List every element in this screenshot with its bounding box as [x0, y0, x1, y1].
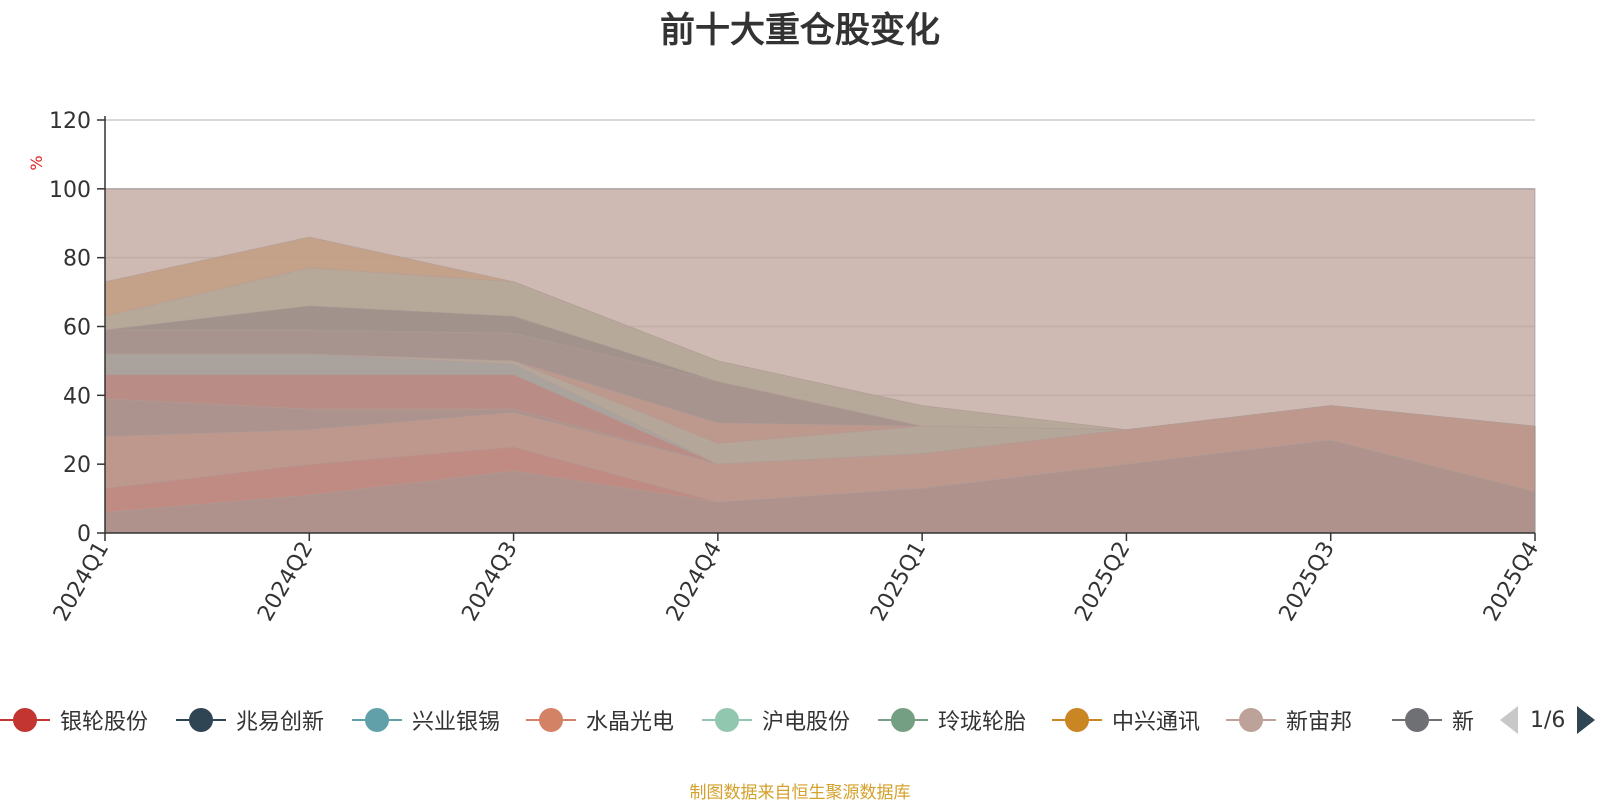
x-tick-label: 2024Q1 [49, 538, 114, 626]
legend-label: 玲珑轮胎 [938, 710, 1027, 735]
area-band [104, 188, 1536, 534]
legend-item[interactable]: 新宙邦 [1226, 700, 1352, 740]
y-axis-unit-label: % [27, 155, 46, 170]
x-tick-label: 2025Q3 [1275, 538, 1340, 626]
legend-marker-icon [1226, 700, 1276, 740]
legend-item[interactable]: 玲珑轮胎 [878, 700, 1026, 740]
legend-prev-page-icon[interactable] [1500, 706, 1518, 734]
legend-label: 新 [1452, 710, 1475, 735]
y-tick-label: 40 [63, 384, 91, 409]
legend-marker-icon [878, 700, 928, 740]
chart-title: 前十大重仓股变化 [659, 11, 940, 51]
y-tick-label: 20 [63, 453, 91, 478]
legend-label: 中兴通讯 [1112, 710, 1201, 735]
legend-item[interactable]: 水晶光电 [526, 700, 674, 740]
legend-marker-icon [702, 700, 752, 740]
legend-label: 银轮股份 [60, 710, 149, 735]
x-tick-label: 2024Q3 [457, 538, 522, 626]
legend-next-page-icon[interactable] [1577, 706, 1596, 734]
legend-label: 水晶光电 [586, 710, 675, 735]
legend-item[interactable]: 中兴通讯 [1052, 700, 1200, 740]
legend: 银轮股份 兆易创新 兴业银锡 水晶光电 沪电股份 玲珑轮胎 中兴通讯 新宙邦 新 [0, 700, 1480, 740]
legend-marker-icon [1392, 700, 1442, 740]
legend-item[interactable]: 银轮股份 [0, 700, 148, 740]
area-series [104, 188, 1536, 534]
data-source-note: 制图数据来自恒生聚源数据库 [689, 783, 911, 803]
legend-marker-icon [526, 700, 576, 740]
stacked-area-chart: 0 20 40 60 80 100 120 2024Q1 2024Q2 2024Q3 2024Q4 2… [27, 109, 1544, 626]
y-tick-label: 80 [63, 247, 91, 272]
legend-item[interactable]: 新 [1392, 700, 1474, 740]
y-tick-label: 0 [77, 522, 91, 547]
legend-label: 兴业银锡 [412, 710, 501, 735]
legend-label: 新宙邦 [1286, 710, 1353, 735]
legend-item[interactable]: 兴业银锡 [352, 700, 500, 740]
x-tick-label: 2025Q4 [1479, 538, 1544, 626]
legend-item[interactable]: 沪电股份 [702, 700, 850, 740]
x-tick-label: 2024Q4 [662, 538, 727, 626]
legend-marker-icon [0, 700, 50, 740]
legend-marker-icon [352, 700, 402, 740]
legend-pager: 1/6 [1500, 700, 1596, 740]
x-tick-label: 2025Q1 [866, 538, 931, 626]
legend-label: 兆易创新 [236, 710, 325, 735]
legend-marker-icon [1052, 700, 1102, 740]
legend-marker-icon [176, 700, 226, 740]
legend-item[interactable]: 兆易创新 [176, 700, 324, 740]
y-tick-label: 100 [49, 178, 91, 203]
y-tick-label: 120 [49, 109, 91, 134]
legend-page-indicator: 1/6 [1530, 707, 1566, 733]
y-tick-label: 60 [63, 316, 91, 341]
x-tick-label: 2024Q2 [253, 538, 318, 626]
x-tick-label: 2025Q2 [1070, 538, 1135, 626]
legend-label: 沪电股份 [762, 710, 851, 735]
